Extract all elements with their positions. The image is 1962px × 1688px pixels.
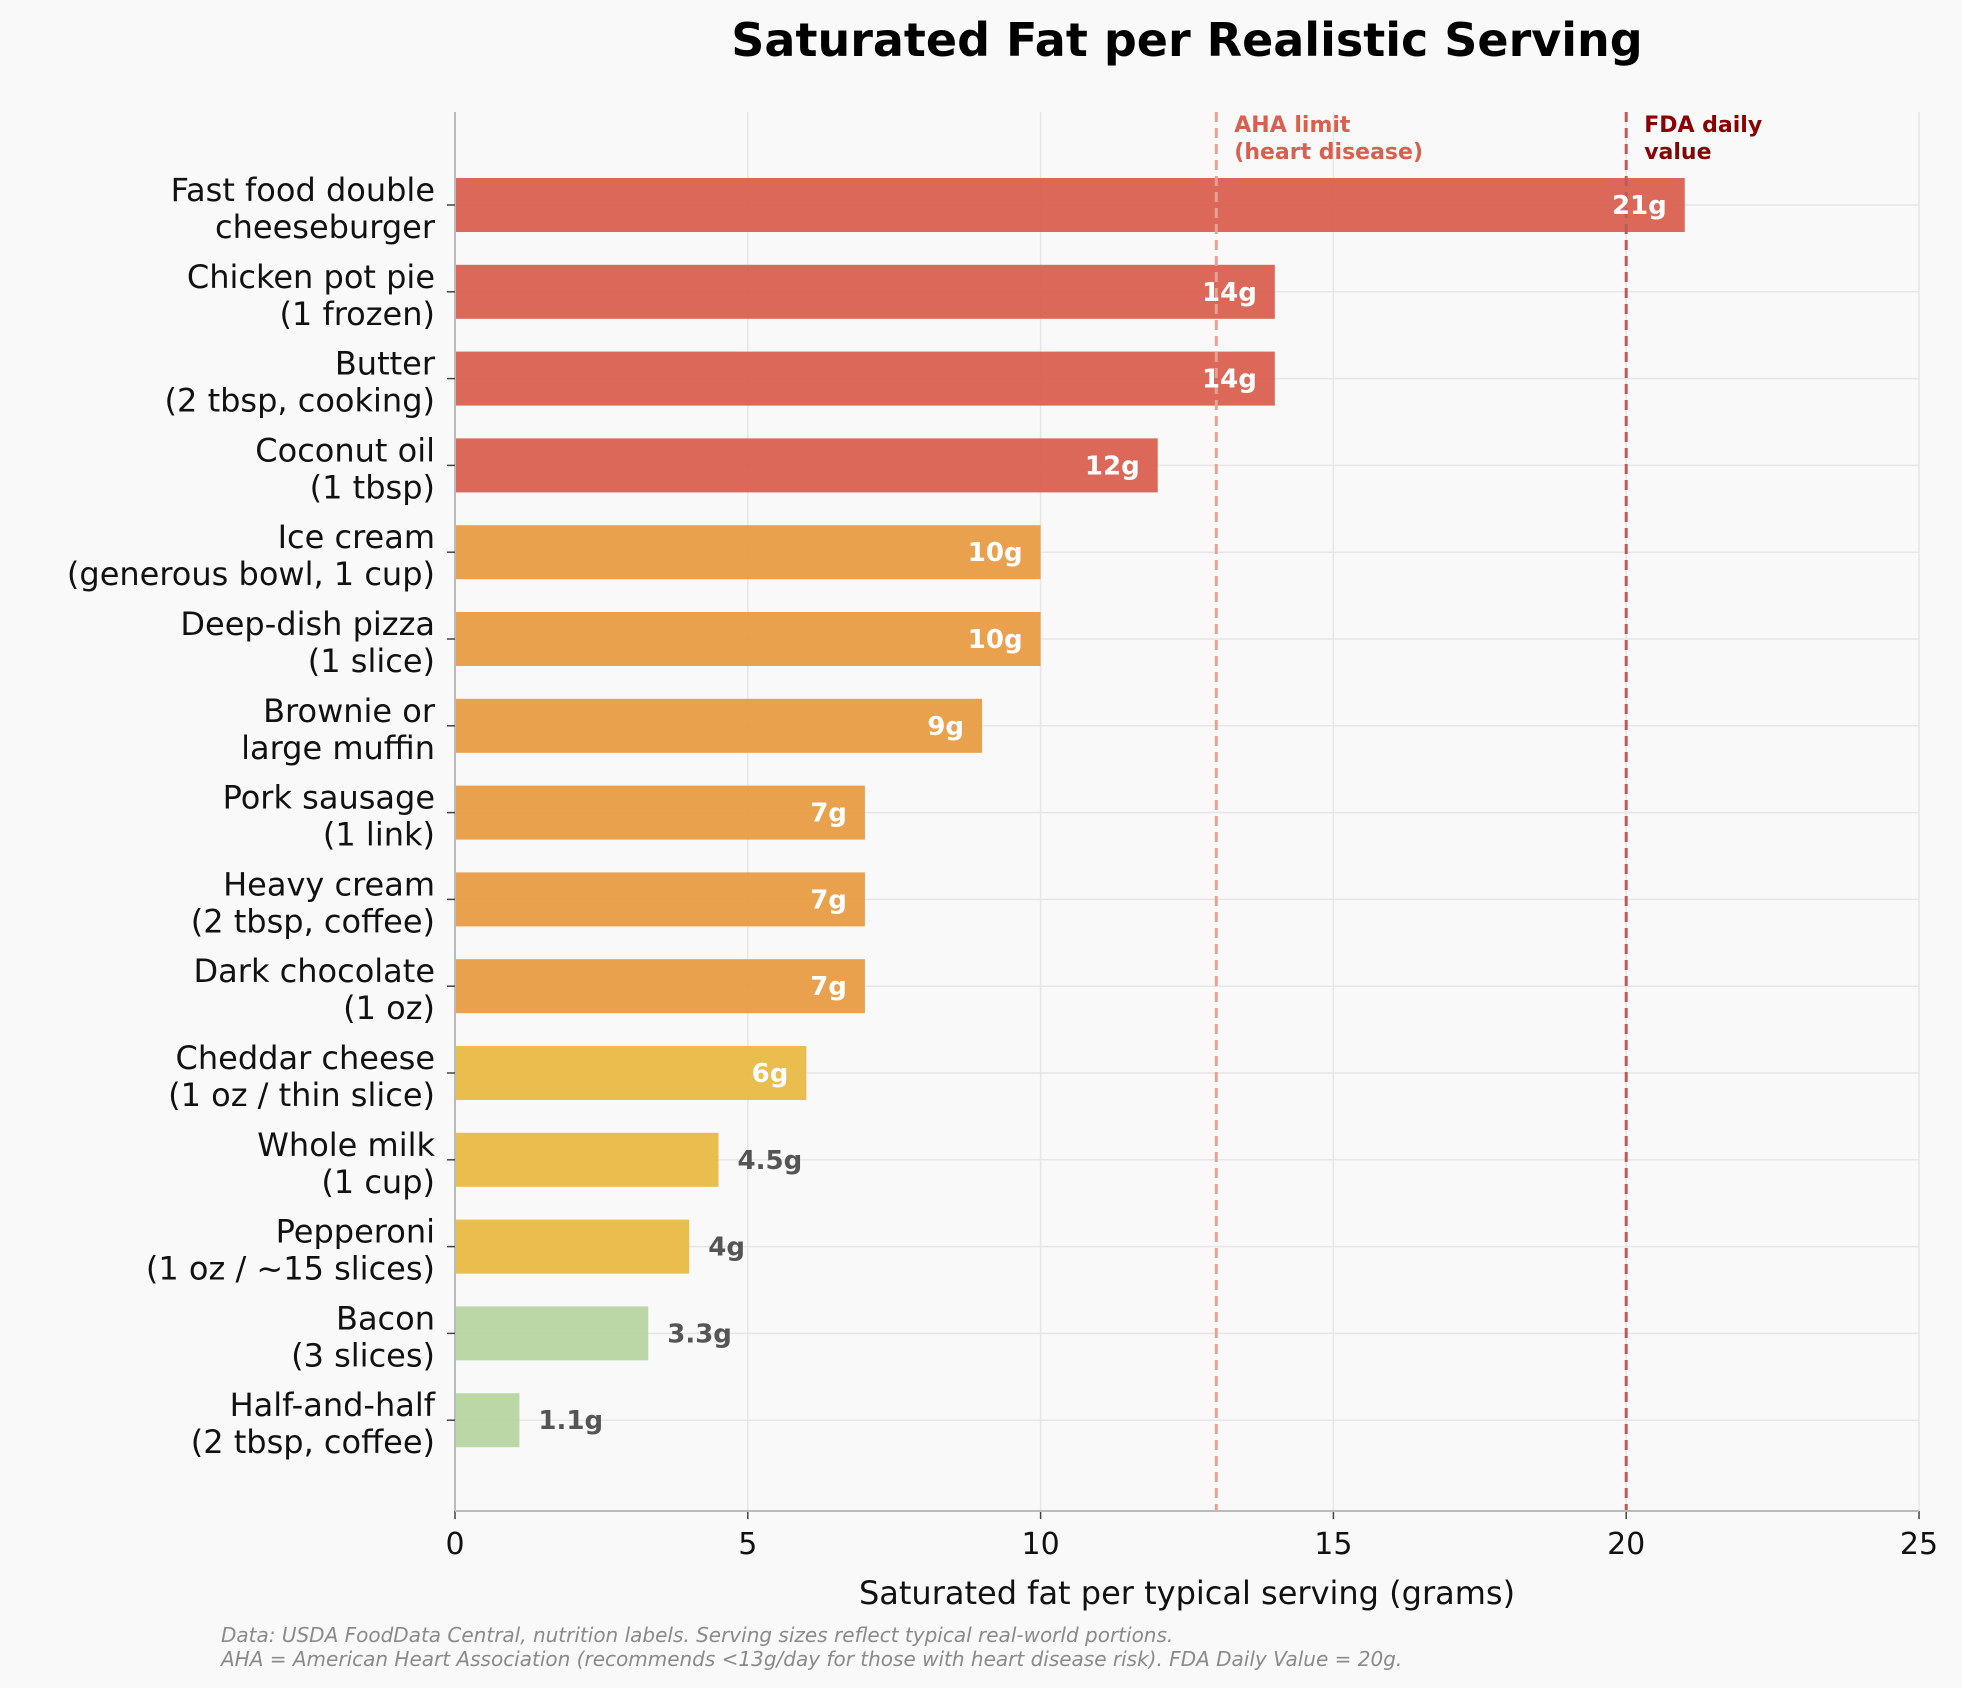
category-label: Brownie or large muffin <box>241 692 436 767</box>
category-label-line: (1 tbsp) <box>310 468 435 506</box>
category-label-line: (1 frozen) <box>279 295 435 333</box>
category-label: Fast food double cheeseburger <box>171 171 436 246</box>
category-label-line: Chicken pot pie <box>187 258 435 296</box>
category-label-line: Fast food double <box>171 171 435 209</box>
bar <box>455 698 983 753</box>
category-label: Pork sausage (1 link) <box>223 779 435 854</box>
x-tick-label: 20 <box>1607 1527 1645 1562</box>
category-label-line: Butter <box>335 345 436 383</box>
reference-line-label: FDA daily <box>1644 113 1762 138</box>
bar <box>455 264 1275 319</box>
category-label-line: (1 link) <box>323 816 435 854</box>
x-tick-label: 0 <box>445 1527 464 1562</box>
bar <box>455 351 1275 406</box>
category-label-line: Half-and-half <box>230 1386 436 1424</box>
category-label-line: Coconut oil <box>255 431 435 469</box>
bar-layer <box>455 178 1685 1448</box>
chart-title: Saturated Fat per Realistic Serving <box>731 13 1642 67</box>
category-label: Whole milk (1 cup) <box>257 1126 435 1201</box>
category-label: Coconut oil (1 tbsp) <box>255 431 435 506</box>
bar <box>455 178 1685 232</box>
category-label-line: large muffin <box>241 729 435 767</box>
footnote-line-2: AHA = American Heart Association (recomm… <box>219 1647 1402 1671</box>
category-label: Bacon (3 slices) <box>291 1299 435 1374</box>
category-label: Pepperoni (1 oz / ~15 slices) <box>146 1213 435 1288</box>
bar <box>455 612 1041 666</box>
value-labels: 21g 14g 14g 12g 10g 10g 9g 7g 7g 7g 6g 4.5g 4g 3.3g 1.… <box>538 191 1666 1436</box>
category-label-line: Whole milk <box>257 1126 435 1164</box>
value-label: 12g <box>1085 451 1140 481</box>
category-label-line: Deep-dish pizza <box>180 605 435 643</box>
category-label: Butter (2 tbsp, cooking) <box>165 345 436 420</box>
value-label: 4.5g <box>738 1146 803 1176</box>
reference-line-label: value <box>1644 140 1711 165</box>
category-label: Half-and-half (2 tbsp, coffee) <box>191 1386 436 1461</box>
bar <box>455 1219 690 1274</box>
category-label: Chicken pot pie (1 frozen) <box>187 258 435 333</box>
category-label: Heavy cream (2 tbsp, coffee) <box>191 865 435 940</box>
value-label: 10g <box>968 625 1023 655</box>
bar <box>455 959 865 1014</box>
value-label: 7g <box>810 799 847 829</box>
category-label-line: (1 oz / thin slice) <box>168 1076 435 1114</box>
bar <box>455 1132 719 1187</box>
category-label-line: Brownie or <box>263 692 436 730</box>
value-label: 10g <box>968 538 1023 568</box>
category-label-line: (1 slice) <box>308 642 435 680</box>
category-label-line: Heavy cream <box>223 865 435 903</box>
category-label-line: Pepperoni <box>276 1213 435 1251</box>
category-label-line: (1 cup) <box>321 1163 435 1201</box>
category-label: Dark chocolate (1 oz) <box>194 952 435 1027</box>
value-label: 14g <box>1202 278 1257 308</box>
x-tick-label: 5 <box>738 1527 757 1562</box>
reference-line-label: AHA limit <box>1234 113 1351 138</box>
category-labels: Fast food double cheeseburger Chicken pot … <box>67 171 436 1461</box>
x-tick-label: 25 <box>1900 1527 1938 1562</box>
axes: 0 5 10 15 20 25 <box>445 112 1938 1562</box>
value-label: 3.3g <box>667 1319 732 1349</box>
x-tick-label: 15 <box>1314 1527 1352 1562</box>
value-label: 7g <box>810 885 847 915</box>
value-label: 9g <box>927 712 964 742</box>
bar <box>455 872 865 927</box>
value-label: 7g <box>810 972 847 1002</box>
bar <box>455 1306 649 1361</box>
category-label-line: (2 tbsp, cooking) <box>165 382 435 420</box>
category-label-line: (1 oz) <box>343 989 435 1027</box>
category-label-line: cheeseburger <box>215 208 436 246</box>
bar <box>455 785 865 840</box>
footnote-line-1: Data: USDA FoodData Central, nutrition l… <box>221 1623 1173 1647</box>
category-label: Cheddar cheese (1 oz / thin slice) <box>168 1039 435 1114</box>
bar <box>455 1393 520 1448</box>
category-label-line: Ice cream <box>278 518 435 556</box>
value-label: 21g <box>1612 191 1667 221</box>
x-tick-label: 10 <box>1022 1527 1060 1562</box>
category-label-line: (2 tbsp, coffee) <box>191 902 435 940</box>
category-label-line: Pork sausage <box>223 779 435 817</box>
category-label-line: Bacon <box>336 1299 435 1337</box>
value-label: 6g <box>752 1059 789 1089</box>
value-label: 4g <box>708 1233 745 1263</box>
reference-line-label: (heart disease) <box>1234 140 1423 165</box>
bar <box>455 1046 807 1100</box>
category-label: Deep-dish pizza (1 slice) <box>180 605 435 680</box>
category-label-line: Cheddar cheese <box>176 1039 435 1077</box>
category-label-line: (1 oz / ~15 slices) <box>146 1250 435 1288</box>
category-label: Ice cream (generous bowl, 1 cup) <box>67 518 435 593</box>
category-label-line: (generous bowl, 1 cup) <box>67 555 435 593</box>
bar <box>455 438 1158 493</box>
value-label: 14g <box>1202 365 1257 395</box>
bar <box>455 525 1041 580</box>
x-axis-label: Saturated fat per typical serving (grams… <box>859 1574 1515 1612</box>
category-label-line: (3 slices) <box>291 1336 435 1374</box>
value-label: 1.1g <box>538 1406 603 1436</box>
category-label-line: (2 tbsp, coffee) <box>191 1423 435 1461</box>
category-label-line: Dark chocolate <box>194 952 435 990</box>
